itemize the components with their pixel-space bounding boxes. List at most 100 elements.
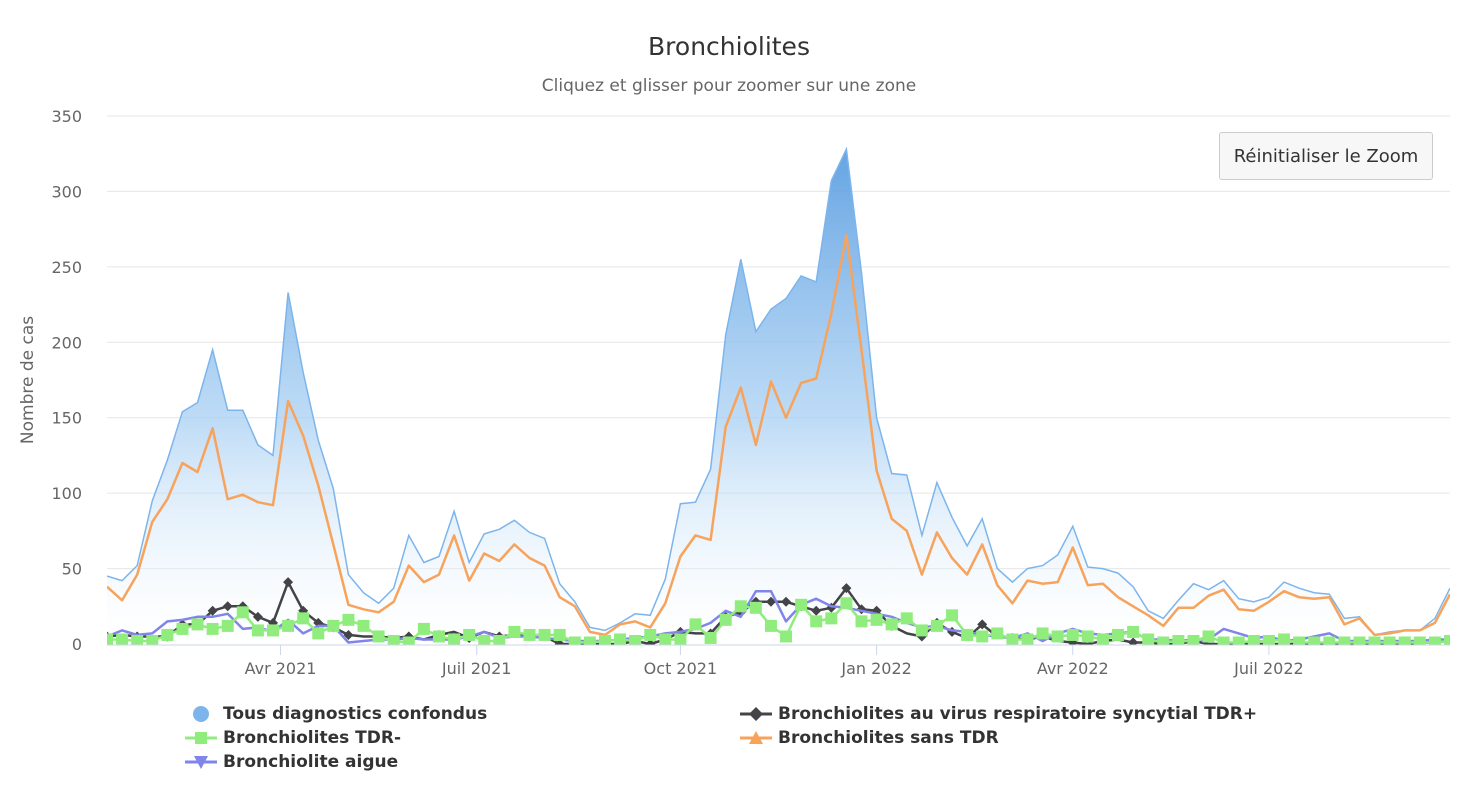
y-axis-label: Nombre de cas [18, 316, 38, 444]
data-point-square [1278, 633, 1291, 645]
data-point-square [508, 625, 521, 638]
data-point-square [689, 618, 702, 631]
legend-marker-triangle-icon [740, 731, 772, 744]
data-point-square [598, 634, 611, 645]
data-point-square [900, 612, 913, 625]
data-point-square [107, 633, 113, 645]
data-point-square [1413, 636, 1426, 645]
data-point-square [659, 633, 672, 645]
legend-label: Bronchiolites TDR- [223, 728, 402, 748]
data-point-square [282, 619, 295, 632]
data-point-square [297, 612, 310, 625]
legend-item-vrs-tdr-plus[interactable]: Bronchiolites au virus respiratoire sync… [740, 704, 1257, 724]
y-axis-ticks: 0 50 100 150 200 250 300 350 [51, 107, 82, 654]
data-point-square [734, 600, 747, 613]
legend-item-tdr-minus[interactable]: Bronchiolites TDR- [185, 728, 401, 748]
data-point-square [251, 624, 264, 637]
y-tick-label: 300 [51, 182, 82, 201]
data-point-diamond [811, 605, 822, 616]
data-point-square [387, 634, 400, 645]
series-tdr-minus [107, 597, 1450, 645]
data-point-square [1444, 634, 1450, 645]
data-point-square [176, 622, 189, 635]
data-point-square [915, 624, 928, 637]
legend-marker-diamond-icon [740, 707, 772, 721]
data-point-square [1142, 633, 1155, 645]
data-point-square [523, 628, 536, 641]
x-tick-label: Avr 2021 [245, 659, 317, 678]
legend-marker-square-icon [185, 732, 217, 744]
legend-label: Bronchiolites au virus respiratoire sync… [778, 704, 1258, 724]
data-point-square [795, 598, 808, 611]
x-tick-label: Juil 2021 [441, 659, 512, 678]
data-point-square [266, 624, 279, 637]
data-point-square [1112, 628, 1125, 641]
x-tick-label: Juil 2022 [1233, 659, 1304, 678]
y-tick-label: 0 [72, 635, 82, 654]
data-point-square [1308, 636, 1321, 645]
legend-label: Bronchiolite aigue [223, 752, 399, 772]
data-point-square [583, 636, 596, 645]
data-point-square [553, 628, 566, 641]
x-axis: Avr 2021 Juil 2021 Oct 2021 Jan 2022 Avr 202… [107, 644, 1450, 678]
data-point-square [1323, 636, 1336, 645]
data-point-square [1338, 636, 1351, 645]
legend-item-sans-tdr[interactable]: Bronchiolites sans TDR [740, 728, 999, 748]
data-point-square [493, 634, 506, 645]
data-point-square [704, 631, 717, 644]
series-sans-tdr [107, 233, 1450, 637]
data-point-square [1187, 634, 1200, 645]
data-point-square [1202, 630, 1215, 643]
data-point-square [764, 619, 777, 632]
x-tick-label: Oct 2021 [644, 659, 717, 678]
chart-title: Bronchiolites [648, 32, 810, 61]
data-point-square [206, 622, 219, 635]
data-point-square [1217, 636, 1230, 645]
data-point-square [402, 636, 415, 645]
data-point-square [1021, 633, 1034, 645]
data-point-square [855, 615, 868, 628]
data-point-square [1051, 630, 1064, 643]
data-point-square [1368, 636, 1381, 645]
chart-subtitle: Cliquez et glisser pour zoomer sur une z… [542, 76, 917, 96]
legend-label: Bronchiolites sans TDR [778, 728, 999, 748]
y-tick-label: 250 [51, 258, 82, 277]
data-point-square [432, 630, 445, 643]
data-point-diamond [841, 583, 852, 594]
data-point-square [1172, 634, 1185, 645]
data-point-square [1428, 636, 1441, 645]
data-point-square [870, 613, 883, 626]
data-point-square [191, 618, 204, 631]
data-point-diamond [765, 596, 776, 607]
data-point-square [614, 633, 627, 645]
data-point-square [840, 597, 853, 610]
reset-zoom-button[interactable]: Réinitialiser le Zoom [1219, 132, 1433, 180]
data-point-square [1036, 627, 1049, 640]
data-point-square [131, 634, 144, 645]
data-point-square [221, 619, 234, 632]
data-point-diamond [781, 596, 792, 607]
data-point-square [1247, 634, 1260, 645]
data-point-diamond [1128, 637, 1139, 645]
data-point-square [810, 615, 823, 628]
y-tick-label: 200 [51, 333, 82, 352]
data-point-square [674, 633, 687, 645]
y-tick-label: 50 [62, 560, 82, 579]
legend-item-bronchiolite-aigue[interactable]: Bronchiolite aigue [185, 752, 398, 772]
data-point-square [236, 606, 249, 619]
data-point-square [312, 627, 325, 640]
data-point-square [538, 628, 551, 641]
legend-marker-triangle-down-icon [185, 756, 217, 769]
data-point-square [342, 613, 355, 626]
data-point-diamond [283, 577, 294, 588]
data-point-square [357, 619, 370, 632]
legend-item-tous-diagnostics[interactable]: Tous diagnostics confondus [185, 704, 487, 724]
legend-label: Tous diagnostics confondus [223, 704, 488, 724]
data-point-diamond [1067, 637, 1078, 645]
data-point-square [644, 628, 657, 641]
data-point-square [161, 628, 174, 641]
data-point-diamond [222, 601, 233, 612]
data-point-square [1127, 625, 1140, 638]
data-point-square [1262, 634, 1275, 645]
